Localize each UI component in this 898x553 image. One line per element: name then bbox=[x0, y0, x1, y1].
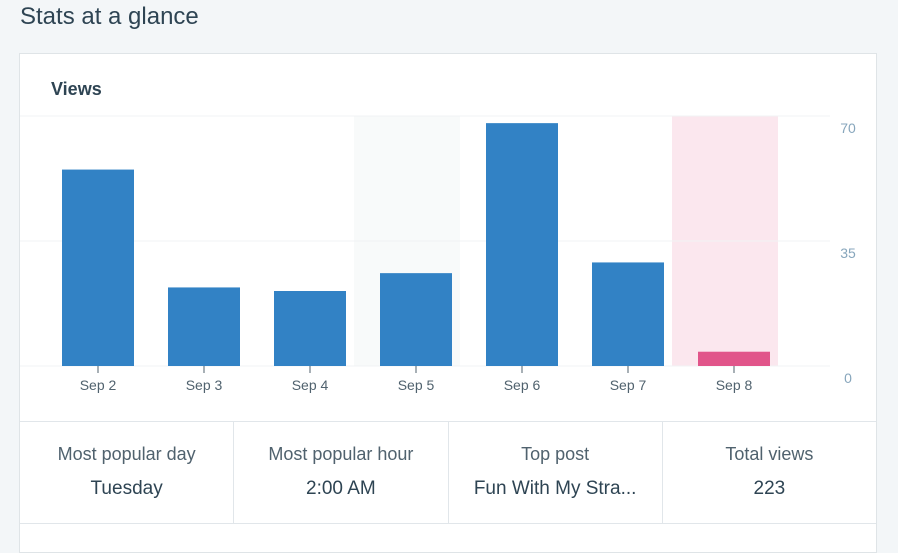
x-tick-label: Sep 7 bbox=[610, 377, 647, 393]
stats-summary-row: Most popular day Tuesday Most popular ho… bbox=[20, 421, 876, 524]
top-post-link[interactable]: Fun With My Stra... bbox=[473, 478, 637, 499]
bar bbox=[62, 169, 134, 366]
bar bbox=[274, 291, 346, 366]
stat-most-popular-day: Most popular day Tuesday bbox=[20, 422, 235, 523]
stat-value: Tuesday bbox=[90, 478, 163, 499]
x-tick-label: Sep 6 bbox=[504, 377, 541, 393]
page-title: Stats at a glance bbox=[20, 3, 199, 30]
stat-top-post[interactable]: Top post Fun With My Stra... bbox=[449, 422, 663, 523]
stat-label: Total views bbox=[725, 444, 814, 464]
bar bbox=[592, 262, 664, 366]
stat-value: 2:00 AM bbox=[306, 478, 376, 499]
stat-label: Top post bbox=[521, 444, 590, 464]
bar bbox=[698, 351, 770, 366]
stat-value: 223 bbox=[753, 478, 786, 499]
x-tick-label: Sep 3 bbox=[186, 377, 223, 393]
x-tick-label: Sep 8 bbox=[716, 377, 753, 393]
x-tick-label: Sep 2 bbox=[80, 377, 117, 393]
y-tick-label: 0 bbox=[844, 370, 852, 386]
bar bbox=[168, 287, 240, 366]
stat-label: Most popular hour bbox=[268, 444, 414, 464]
views-card: Views Sep 2 Sep 3 Sep 4 Sep 5 Sep 6 Sep 7 Sep … bbox=[19, 53, 877, 553]
x-tick-label: Sep 4 bbox=[292, 377, 329, 393]
bar bbox=[380, 273, 452, 366]
card-title: Views bbox=[51, 79, 102, 99]
bar bbox=[486, 123, 558, 367]
x-tick-label: Sep 5 bbox=[398, 377, 435, 393]
y-tick-label: 70 bbox=[840, 120, 856, 136]
views-bar-chart: Sep 2 Sep 3 Sep 4 Sep 5 Sep 6 Sep 7 Sep 8 0 35 70 bbox=[20, 115, 856, 393]
stat-label: Most popular day bbox=[57, 444, 196, 464]
stat-total-views: Total views 223 bbox=[663, 422, 876, 523]
stat-most-popular-hour: Most popular hour 2:00 AM bbox=[234, 422, 449, 523]
y-tick-label: 35 bbox=[840, 245, 856, 261]
